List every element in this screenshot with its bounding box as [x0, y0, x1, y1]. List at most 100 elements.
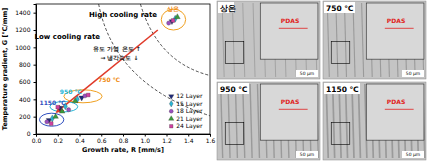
y-tick-mark	[34, 13, 37, 14]
dendrite-texture	[358, 84, 360, 158]
label-box	[324, 2, 355, 13]
legend-marker	[169, 116, 174, 121]
dendrite-texture	[346, 84, 348, 158]
x-tick: 0.6	[97, 134, 107, 144]
micrograph-image	[323, 1, 426, 79]
cluster-ring	[39, 113, 63, 126]
zoom-box	[331, 123, 350, 145]
inset	[260, 84, 318, 140]
y-tick-mark	[34, 117, 37, 118]
y-tick-label: 400	[19, 96, 31, 103]
x-tick-label: 0.2	[53, 137, 63, 144]
legend-label: 24 Layer	[176, 122, 203, 130]
x-tick-label: 0.6	[97, 137, 107, 144]
pdas-label: PDAS	[281, 98, 299, 105]
dendrite-texture	[336, 3, 338, 77]
pdas-label: PDAS	[387, 17, 405, 24]
y-tick: 200	[19, 113, 36, 120]
points	[45, 14, 180, 126]
x-axis: 0.0 0.2 0.4 0.6 0.8 1.0 1.2 1.4 1.6	[32, 134, 216, 144]
micrograph: 750 ℃PDAS50 μm	[323, 1, 426, 79]
trend-arrow	[57, 30, 158, 112]
point	[167, 21, 171, 25]
dendrite-texture	[253, 3, 255, 77]
y-tick-label: 200	[19, 113, 31, 120]
point	[67, 108, 71, 112]
micrograph-image	[323, 82, 426, 160]
pdas-marker	[385, 28, 414, 29]
micrograph: 상온 PDAS 50 μm	[217, 1, 320, 79]
annotation: 750 ℃	[98, 76, 120, 83]
panel-label: 750 ℃	[326, 4, 353, 13]
panel-label: 1150 ℃	[326, 85, 359, 94]
y-tick-mark	[34, 47, 37, 48]
pdas-label: PDAS	[387, 98, 405, 105]
zoom-box	[331, 42, 350, 64]
y-tick: 800	[19, 61, 36, 68]
pdas-marker	[279, 109, 308, 110]
pdas-label: PDAS	[281, 17, 299, 24]
legend: 12 Layer15 Layer18 Layer21 Layer24 Layer	[169, 92, 203, 130]
y-tick-mark	[34, 30, 37, 31]
scale-bar-label: 50 μm	[300, 71, 314, 76]
scale-box	[402, 151, 424, 158]
dendrite-texture	[333, 84, 335, 158]
dendrite-texture	[257, 84, 259, 158]
x-tick-label: 1.0	[140, 137, 150, 144]
plot-frame	[36, 4, 210, 134]
y-tick: 1400	[15, 9, 36, 16]
annotation: Low cooling rate	[35, 33, 101, 41]
x-tick: 1.6	[206, 134, 216, 144]
zoom-box	[225, 42, 244, 64]
annotation: → 냉각속도 ↓	[100, 54, 138, 62]
legend-marker	[169, 101, 173, 107]
y-tick: 0	[27, 130, 36, 137]
decorations	[39, 4, 210, 126]
point	[53, 113, 59, 118]
y-tick-label: 1400	[15, 9, 30, 16]
dendrite-texture	[235, 84, 237, 158]
figure: 0.0 0.2 0.4 0.6 0.8 1.0 1.2 1.4 1.6 0 200 400 600 800…	[0, 0, 427, 161]
dendrite-texture	[228, 84, 230, 158]
dendrite-texture	[352, 84, 354, 158]
point	[45, 120, 49, 124]
scale-bar-label: 50 μm	[406, 152, 420, 157]
scale-box	[296, 151, 318, 158]
pdas-marker	[385, 109, 414, 110]
y-tick-label: 1200	[15, 26, 30, 33]
x-tick-label: 1.4	[184, 137, 194, 144]
y-tick: 1000	[15, 44, 36, 51]
legend-marker	[169, 109, 173, 113]
x-axis-title: Growth rate, R [mm/s]	[82, 146, 164, 154]
scale-box	[402, 70, 424, 77]
y-tick-label: 600	[19, 78, 31, 85]
dendrite-texture	[326, 84, 328, 158]
micrograph: 950 ℃PDAS50 μm	[217, 82, 320, 160]
scale-bar-label: 50 μm	[300, 152, 314, 157]
annotation: 상온	[166, 5, 179, 12]
point	[49, 122, 53, 126]
x-tick-label: 0.0	[32, 137, 42, 144]
dendrite-texture	[353, 3, 355, 77]
dendrite-texture	[327, 3, 329, 77]
point	[171, 19, 175, 23]
point	[59, 108, 65, 113]
x-tick: 1.2	[162, 134, 172, 144]
y-tick-label: 0	[27, 130, 31, 137]
x-tick: 0.2	[53, 134, 63, 144]
x-tick: 0.0	[32, 134, 42, 144]
point	[175, 14, 181, 19]
x-tick: 0.4	[75, 134, 85, 144]
panel-label: 상온	[220, 4, 236, 13]
dendrite-texture	[339, 84, 341, 158]
y-axis: 0 200 400 600 800 1000 1200 1400	[15, 5, 36, 138]
y-tick: 600	[19, 78, 36, 85]
dendrite-texture	[243, 3, 245, 77]
x-tick: 0.8	[119, 134, 129, 144]
annotation: High cooling rate	[89, 11, 157, 19]
y-tick-label: 800	[19, 61, 31, 68]
x-tick-label: 0.8	[119, 137, 129, 144]
annotation: 1150 ℃	[39, 99, 65, 106]
micrograph-image	[217, 1, 320, 79]
micrograph-image	[217, 82, 320, 160]
